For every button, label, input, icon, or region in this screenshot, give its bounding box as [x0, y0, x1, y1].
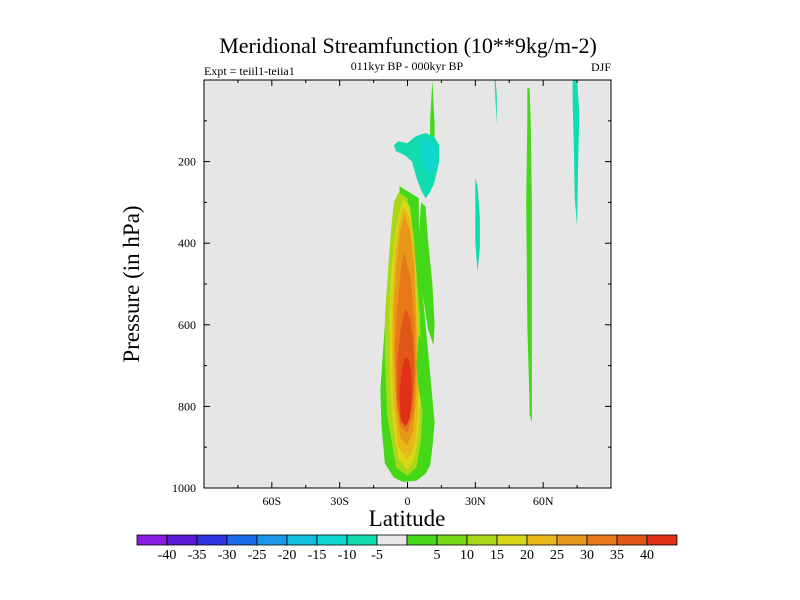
colorbar-swatch: [466, 534, 498, 546]
colorbar-label: 35: [610, 548, 624, 563]
x-tick-label: 60S: [262, 494, 281, 508]
colorbar-swatch: [646, 534, 678, 546]
contour-region-15: [494, 80, 497, 125]
colorbar-swatch: [136, 534, 168, 546]
contour-region-14: [475, 177, 480, 272]
colorbar-label: 20: [520, 548, 534, 563]
colorbar-label: -5: [371, 548, 383, 563]
colorbar-label: 40: [640, 548, 654, 563]
colorbar-swatch: [616, 534, 648, 546]
colorbar-label: 30: [580, 548, 594, 563]
contour-fill-layer: [380, 80, 580, 482]
y-axis-label: Pressure (in hPa): [119, 205, 144, 362]
colorbar-label: 15: [490, 548, 504, 563]
colorbar-label: -35: [188, 548, 207, 563]
x-tick-label: 0: [405, 494, 411, 508]
y-tick-label: 800: [178, 399, 196, 413]
colorbar-swatch: [286, 534, 318, 546]
colorbar-swatch: [436, 534, 468, 546]
y-tick-label: 1000: [172, 481, 196, 495]
y-tick-label: 600: [178, 318, 196, 332]
colorbar-swatch: [226, 534, 258, 546]
colorbar-label: 25: [550, 548, 564, 563]
colorbar-label: -10: [338, 548, 357, 563]
colorbar-swatch: [316, 534, 348, 546]
contour-region-9: [416, 333, 424, 415]
chart-subtitle-center: 011kyr BP - 000kyr BP: [351, 59, 464, 73]
colorbar-swatch: [376, 534, 408, 546]
colorbar-label: -40: [158, 548, 177, 563]
chart-subtitle-left: Expt = teiil1-teiia1: [204, 64, 295, 78]
contour-region-8: [418, 202, 435, 346]
colorbar-label: -15: [308, 548, 327, 563]
x-axis-ticks: 60S 30S 0 30N 60N: [237, 80, 578, 508]
y-axis-ticks: 200 400 600 800 1000: [172, 120, 611, 495]
colorbar-label: 10: [460, 548, 474, 563]
colorbar-label: -25: [248, 548, 267, 563]
colorbar-swatch: [496, 534, 528, 546]
x-tick-label: 30N: [465, 494, 486, 508]
colorbar: -40 -35 -30 -25 -20 -15 -10 -5 5 10 15 20 25 30 35 40: [136, 534, 678, 563]
colorbar-label: 5: [434, 548, 441, 563]
contour-region-16: [572, 80, 580, 227]
contour-region-10: [430, 80, 435, 154]
colorbar-swatch: [196, 534, 228, 546]
chart-title: Meridional Streamfunction (10**9kg/m-2): [219, 33, 597, 58]
x-tick-label: 30S: [330, 494, 349, 508]
colorbar-swatch: [346, 534, 378, 546]
x-tick-label: 60N: [533, 494, 554, 508]
chart-subtitle-right: DJF: [591, 60, 611, 74]
x-axis-label: Latitude: [369, 506, 446, 531]
y-tick-label: 400: [178, 236, 196, 250]
colorbar-label: -20: [278, 548, 297, 563]
colorbar-swatch: [166, 534, 198, 546]
contour-region-13: [418, 139, 437, 176]
colorbar-swatch: [256, 534, 288, 546]
contour-region-7: [399, 357, 412, 427]
colorbar-swatch: [526, 534, 558, 546]
colorbar-swatch: [406, 534, 438, 546]
colorbar-swatch: [586, 534, 618, 546]
colorbar-swatch: [556, 534, 588, 546]
colorbar-label: -30: [218, 548, 237, 563]
y-tick-label: 200: [178, 155, 196, 169]
contour-region-11: [526, 88, 532, 423]
